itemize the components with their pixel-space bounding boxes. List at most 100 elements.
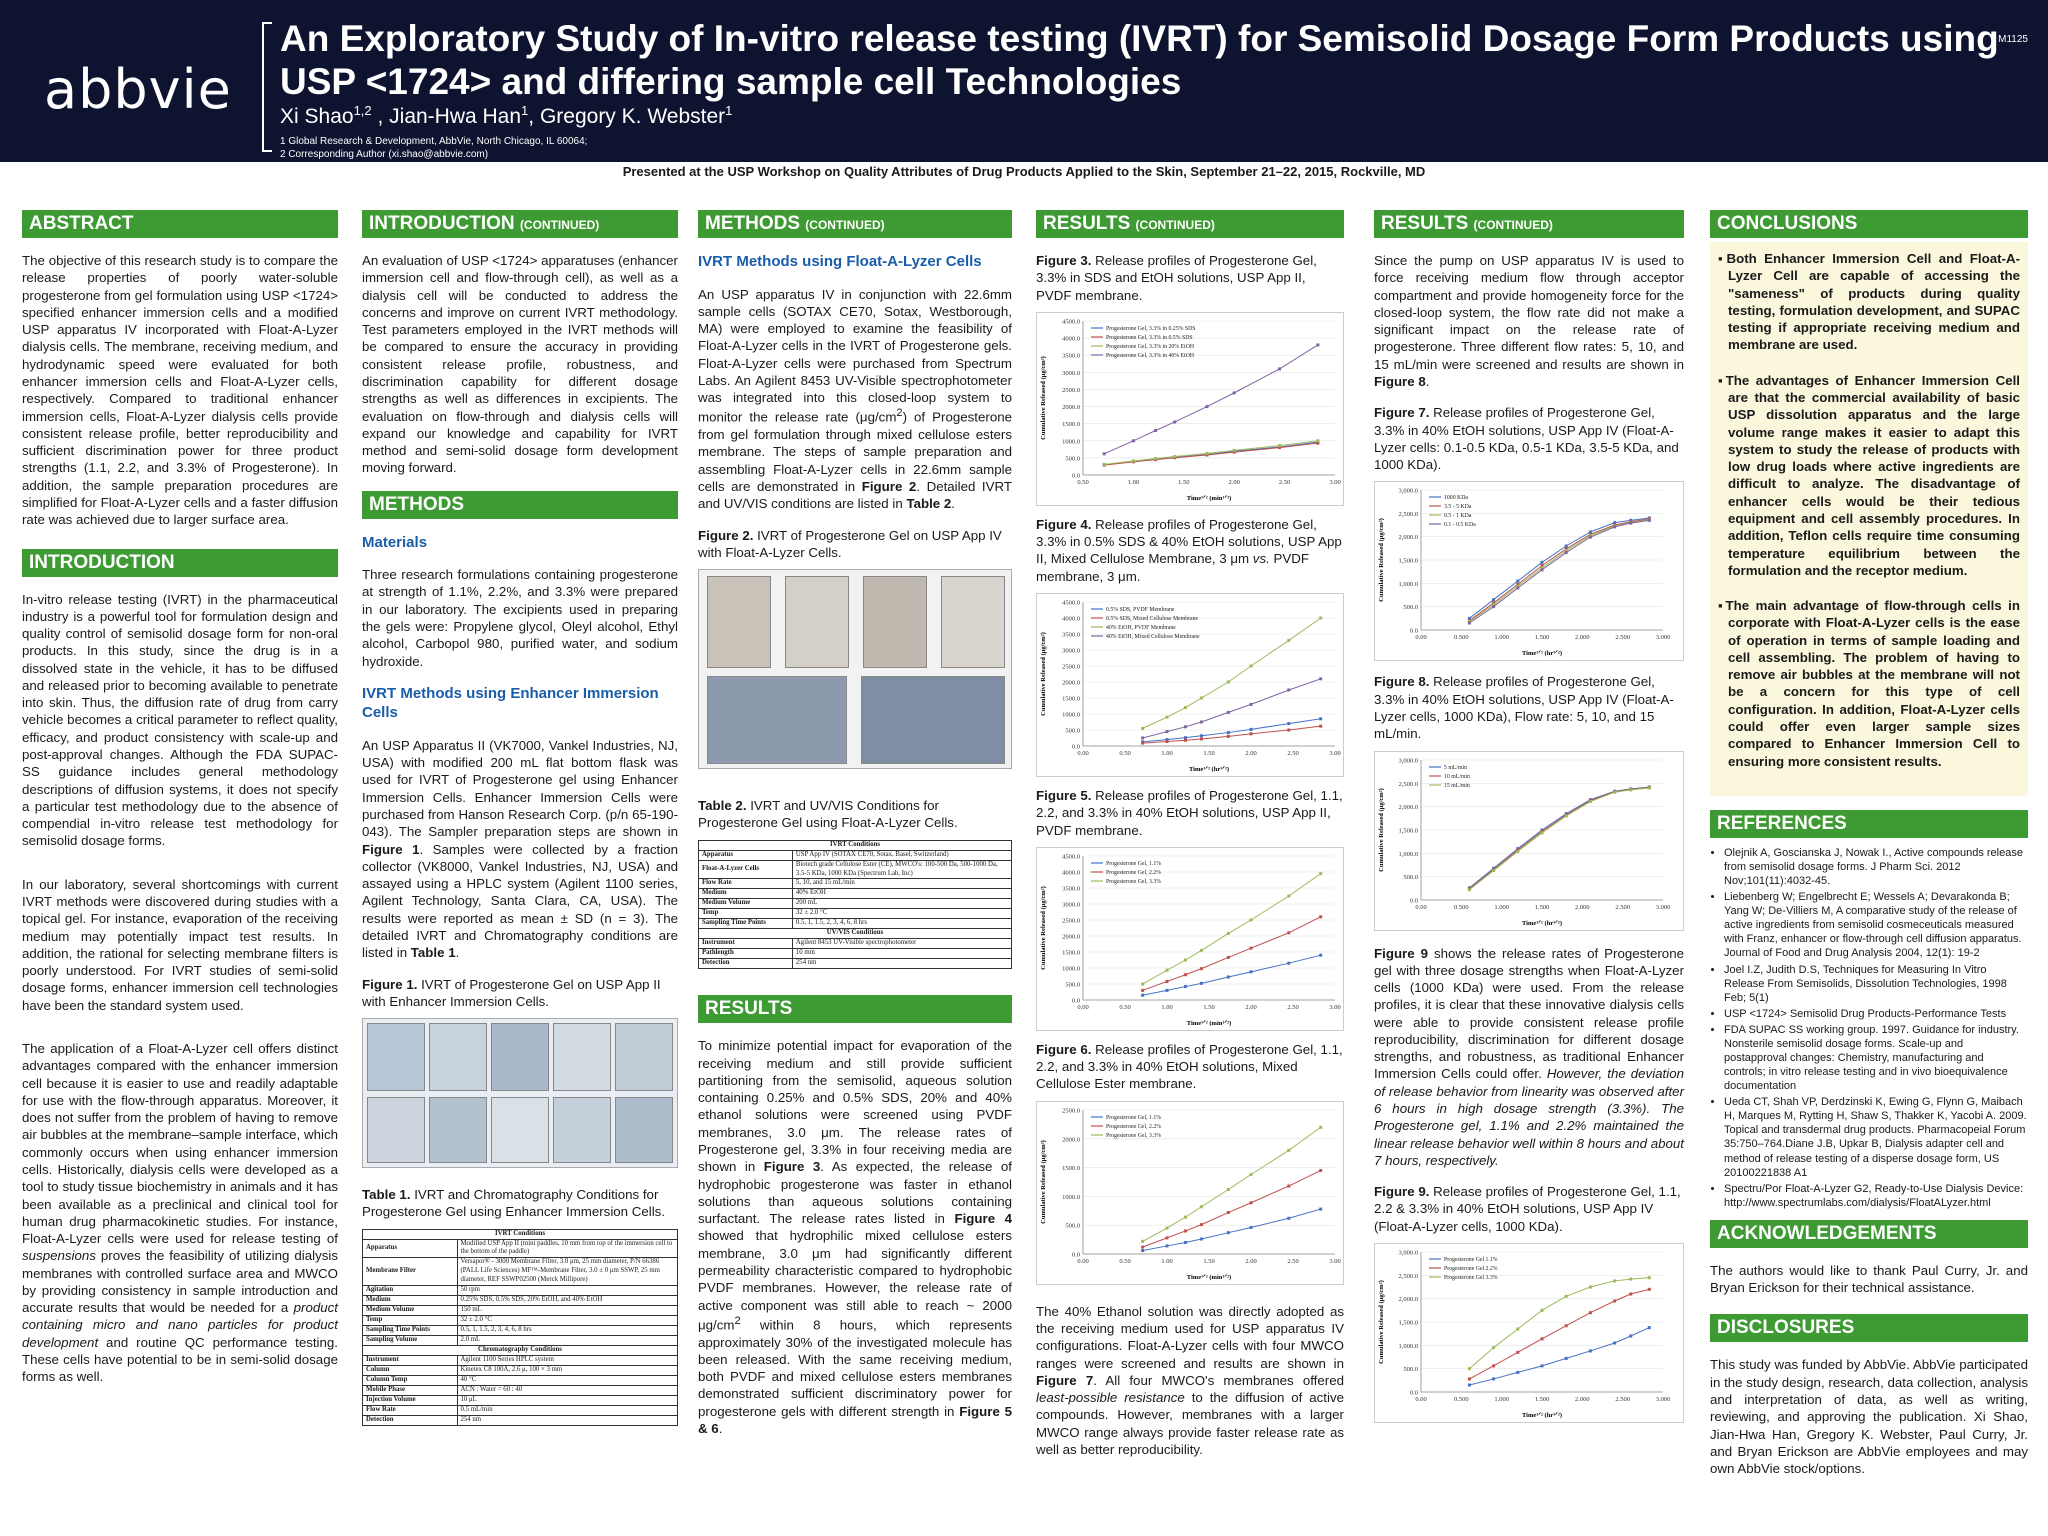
results-cont2-heading: RESULTS (CONTINUED) <box>1374 210 1684 238</box>
series-line <box>1142 617 1322 729</box>
figure-7-caption: Figure 7. Release profiles of Progestero… <box>1374 405 1679 473</box>
data-point <box>1516 583 1520 587</box>
data-point <box>1183 973 1187 977</box>
y-tick-label: 500.0 <box>1403 605 1418 612</box>
data-point <box>1516 586 1520 590</box>
data-point <box>1629 1292 1633 1296</box>
data-point <box>1199 1222 1203 1226</box>
data-point <box>1564 1356 1568 1360</box>
eic-subheading: IVRT Methods using Enhancer Immersion Ce… <box>362 684 659 722</box>
series-line <box>1469 519 1650 623</box>
data-point <box>1564 549 1568 553</box>
x-tick-label: 2.50 <box>1287 1004 1298 1011</box>
eic-text: An USP Apparatus II (VK7000, Vankel Indu… <box>362 737 678 961</box>
x-axis-label: Time¹ᐟ² (min¹ᐟ²) <box>1187 1019 1231 1027</box>
table-row: Medium 0.25% SDS, 0.5% SDS, 20% EtOH, and… <box>362 1294 678 1306</box>
data-point <box>1319 1168 1323 1172</box>
table-key-cell: Temp <box>362 1314 458 1326</box>
table-value-cell: Biotech grade Cellulose Ester (CE), MWCO… <box>791 859 1013 880</box>
figure-6-svg: 0.0 500.0 1000.0 1500.0 2000.0 2500.0 0.00 0.50… <box>1040 1107 1341 1281</box>
results-heading: RESULTS <box>698 995 1012 1024</box>
x-tick-label: 2.500 <box>1615 904 1630 911</box>
table-value-cell: Agilent 1100 Series HPLC system <box>456 1354 678 1366</box>
x-tick-label: 0.500 <box>1454 1396 1469 1403</box>
data-point <box>1199 720 1203 724</box>
table-key-cell: Flow Rate <box>698 878 793 890</box>
table-row: Sampling Time Points 0.5, 1, 1.5, 2, 3, 4… <box>362 1324 678 1336</box>
data-point <box>1249 1200 1253 1204</box>
data-point <box>1141 736 1145 740</box>
data-point <box>1319 717 1323 721</box>
y-tick-label: 4000.0 <box>1062 335 1080 342</box>
data-point <box>1588 530 1592 534</box>
data-point <box>1226 975 1230 979</box>
table-2-caption: Table 2. IVRT and UV/VIS Conditions for … <box>698 798 958 831</box>
x-tick-label: 1.50 <box>1203 1004 1214 1011</box>
results-cont2-text-2: Figure 9 shows the release rates of Prog… <box>1374 945 1684 1168</box>
data-point <box>1516 579 1520 583</box>
data-point <box>1154 456 1158 460</box>
y-tick-label: 1,500.0 <box>1399 827 1419 834</box>
table-row: Detection 254 nm <box>698 958 1013 970</box>
data-point <box>1205 453 1209 457</box>
series-line <box>1104 442 1318 466</box>
data-point <box>1564 551 1568 555</box>
table-value-cell: 50 rpm <box>456 1284 678 1296</box>
legend-label: 10 mL/min <box>1444 774 1470 780</box>
figure-1-caption: Figure 1. IVRT of Progesterone Gel on US… <box>362 976 661 1009</box>
table-value-cell: ACN : Water = 60 : 40 <box>456 1384 678 1396</box>
conclusion-text: The advantages of Enhancer Immersion Cel… <box>1725 372 2020 578</box>
y-tick-label: 4500.0 <box>1062 853 1080 860</box>
data-point <box>1516 1370 1520 1374</box>
data-point <box>1647 519 1651 523</box>
table-key-cell: Membrane Filter <box>362 1257 458 1286</box>
table-key-cell: Float-A-Lyzer Cells <box>698 859 793 880</box>
data-point <box>1205 404 1209 408</box>
x-tick-label: 3.000 <box>1656 904 1671 911</box>
table-section-header: UV/VIS Conditions <box>698 928 1012 940</box>
table-value-cell: 10 mm <box>791 948 1013 960</box>
x-tick-label: 0.50 <box>1077 479 1088 486</box>
data-point <box>1492 868 1496 872</box>
affiliations: 1 Global Research & Development, AbbVie,… <box>280 136 587 161</box>
figure-7-chart: 0.0 500.0 1,000.0 1,500.0 2,000.0 2,500.0 3,00… <box>1374 481 1684 662</box>
x-tick-label: 1.50 <box>1203 1258 1214 1265</box>
methods-heading: METHODS <box>362 490 678 519</box>
data-point <box>1588 1285 1592 1289</box>
data-point <box>1516 849 1520 853</box>
legend-label: Progesterone Gel, 3.3% in 0.5% SDS <box>1106 335 1193 341</box>
author-name: Jian-Hwa Han <box>389 105 522 128</box>
data-point <box>1516 585 1520 589</box>
data-point <box>1564 1294 1568 1298</box>
table-2: IVRT Conditions Apparatus USP App IV (SOTA… <box>698 839 1013 970</box>
legend-label: Progesterone Gel 2.2% <box>1444 1266 1498 1272</box>
y-tick-label: 500.0 <box>1403 874 1418 881</box>
figure-7-svg: 0.0 500.0 1,000.0 1,500.0 2,000.0 2,500.0 3,00… <box>1378 488 1670 658</box>
y-tick-label: 1000.0 <box>1062 711 1080 718</box>
data-point <box>1249 1172 1253 1176</box>
y-tick-label: 2,500.0 <box>1399 1273 1419 1280</box>
data-point <box>1287 688 1291 692</box>
y-axis-label: Cumulative Released (μg/cm²) <box>1378 519 1385 603</box>
y-tick-label: 3500.0 <box>1062 353 1080 360</box>
y-tick-label: 500.0 <box>1065 455 1080 462</box>
poster-title: An Exploratory Study of In-vitro release… <box>280 18 1999 102</box>
data-point <box>1199 737 1203 741</box>
data-point <box>1165 1226 1169 1230</box>
intro-paragraph-1: In-vitro release testing (IVRT) in the p… <box>22 591 338 849</box>
data-point <box>1613 1341 1617 1345</box>
table-value-cell: 200 mL <box>791 898 1013 910</box>
data-point <box>1319 1125 1323 1129</box>
data-point <box>1492 1346 1496 1350</box>
x-tick-label: 2.00 <box>1245 1258 1256 1265</box>
table-key-cell: Apparatus <box>362 1238 458 1259</box>
data-point <box>1287 1148 1291 1152</box>
introduction-heading: INTRODUCTION <box>22 548 338 577</box>
legend-label: Progesterone Gel 1.1% <box>1444 1257 1498 1263</box>
table-value-cell: USP App IV (SOTAX CE70, Sotax, Basel, Sw… <box>791 849 1013 861</box>
fal-text: An USP apparatus IV in conjunction with … <box>698 286 1012 512</box>
data-point <box>1141 982 1145 986</box>
series-line <box>1469 520 1650 624</box>
data-point <box>1588 1349 1592 1353</box>
intro-cont-heading: INTRODUCTION (CONTINUED) <box>362 210 678 238</box>
